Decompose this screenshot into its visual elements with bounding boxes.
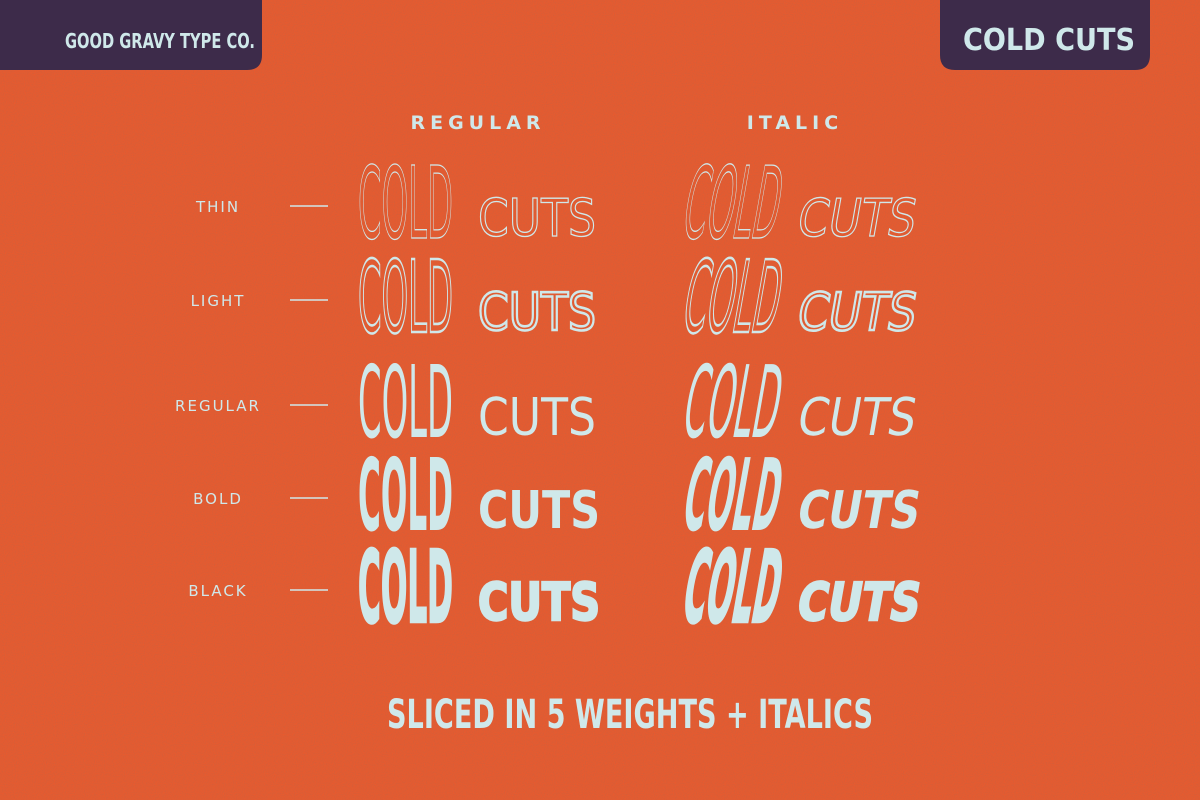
specimen-big: COLD	[676, 437, 792, 554]
specimen-small: CUTS	[478, 283, 596, 343]
tagline: SLICED IN 5 WEIGHTS + ITALICS	[387, 692, 873, 738]
weight-label: BLACK	[188, 582, 247, 600]
specimen-big: COLD	[358, 344, 453, 461]
specimen-small: CUTS	[793, 480, 926, 541]
weight-label: THIN	[195, 198, 240, 216]
specimen-big: COLD	[676, 239, 792, 356]
specimen-small: CUTS	[793, 282, 922, 343]
brand-name: GOOD GRAVY TYPE CO.	[65, 29, 255, 53]
weight-label: LIGHT	[191, 292, 246, 310]
column-header: REGULAR	[410, 112, 545, 134]
brand-tab	[0, 0, 262, 70]
specimen-small: CUTS	[478, 189, 596, 249]
title-tab	[940, 0, 1150, 70]
specimen-small: CUTS	[793, 572, 926, 633]
specimen-big: COLD	[676, 529, 792, 646]
column-header: ITALIC	[747, 112, 843, 134]
specimen-big: COLD	[358, 239, 453, 356]
specimen-big: COLD	[676, 145, 792, 262]
specimen-small: CUTS	[478, 573, 600, 633]
specimen-small: CUTS	[478, 481, 600, 541]
specimen-big: COLD	[358, 437, 453, 554]
weight-label: BOLD	[193, 490, 243, 508]
specimen-small: CUTS	[793, 387, 922, 448]
font-title: COLD CUTS	[963, 23, 1135, 58]
specimen-small: CUTS	[793, 188, 922, 249]
specimen-big: COLD	[676, 344, 792, 461]
weight-label: REGULAR	[175, 397, 261, 415]
specimen-small: CUTS	[478, 388, 596, 448]
specimen-big: COLD	[358, 529, 453, 646]
specimen-big: COLD	[358, 145, 453, 262]
